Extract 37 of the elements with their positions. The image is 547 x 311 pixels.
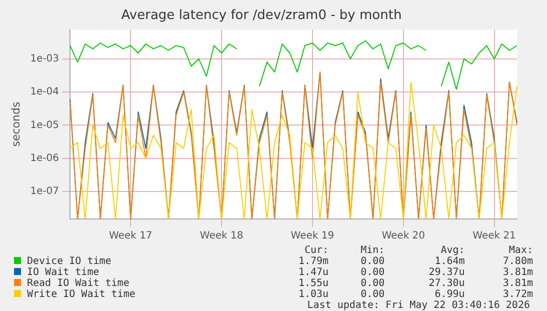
y-axis-title: seconds [9, 102, 22, 147]
text: 1.47u [297, 267, 330, 278]
text: 3.72m [502, 289, 534, 300]
text: 3.81m [502, 278, 534, 289]
y-tick-label: 1e-04 [30, 86, 60, 98]
text: Cur: [303, 245, 330, 256]
text: Max: [508, 245, 534, 256]
legend-label: Read IO Wait time [26, 278, 130, 289]
y-tick-label: 1e-05 [30, 120, 60, 131]
chart-title: Average latency for /dev/zram0 - by month [121, 8, 402, 24]
text: 0.00 [360, 256, 386, 267]
text: 0.00 [360, 267, 386, 278]
legend-label: Device IO time [26, 256, 112, 267]
text: Last update: Fri May 22 03:40:16 2026 [306, 300, 530, 311]
text: 1.79m [297, 256, 330, 267]
text: Avg: [440, 245, 466, 256]
x-tick-label: Week 21 [472, 230, 516, 242]
text: 27.30u [428, 278, 466, 289]
y-tick-label: 1e-07 [30, 186, 60, 198]
text: 1.55u [297, 278, 330, 289]
text: 6.99u [434, 289, 466, 300]
text: 3.81m [502, 267, 534, 278]
x-tick-label: Week 17 [108, 230, 152, 242]
x-tick-label: Week 19 [290, 230, 334, 242]
text: 0.00 [360, 278, 386, 289]
text: 0.00 [360, 289, 386, 300]
y-tick-label: 1e-03 [30, 53, 60, 64]
text: Min: [360, 245, 386, 256]
legend-label: IO Wait time [26, 267, 100, 278]
text: 7.80m [502, 256, 534, 267]
text: 29.37u [428, 267, 466, 278]
x-tick-label: Week 20 [382, 230, 426, 242]
legend-label: Write IO Wait time [26, 289, 136, 300]
text: 1.64m [434, 256, 466, 267]
x-tick-label: Week 18 [200, 230, 244, 242]
y-tick-label: 1e-06 [30, 153, 60, 164]
text: 1.03u [297, 289, 330, 300]
